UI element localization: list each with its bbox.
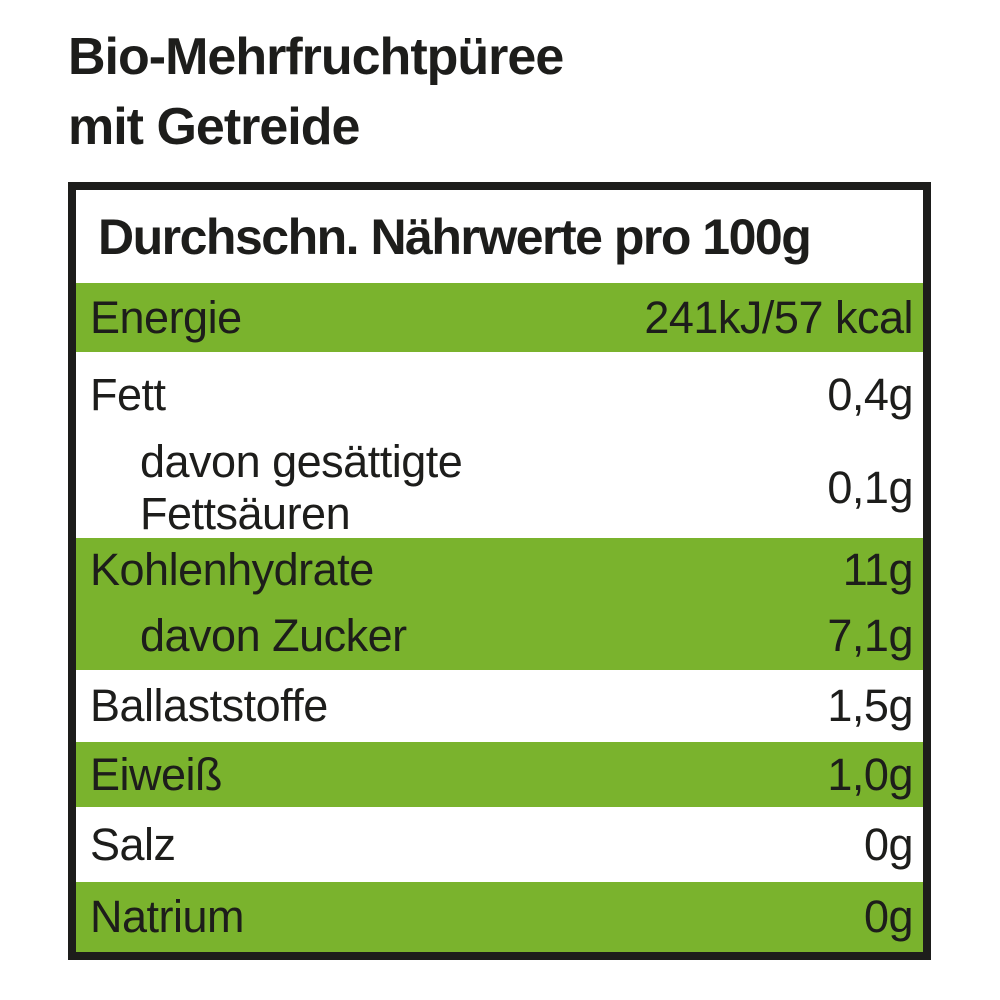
row-label: davon Zucker [140,610,407,661]
row-value: 1,5g [827,680,913,731]
table-row-davon-zucker: davon Zucker 7,1g [76,602,923,670]
row-value: 7,1g [827,610,913,661]
row-label-line-2: Fettsäuren [140,487,351,539]
row-label: Fett [90,368,166,420]
table-row-energie: Energie 241kJ/57 kcal [76,283,923,352]
table-row-natrium: Natrium 0g [76,882,923,952]
table-row-salz: Salz 0g [76,807,923,882]
row-value: 0g [863,818,914,870]
row-label: Eiweiß [90,748,223,800]
row-value: 0,1g [827,461,913,513]
row-label: Kohlenhydrate [90,544,374,595]
table-row-fett: Fett 0,4g [76,352,923,437]
page-title-line-1: Bio-Mehrfruchtpüree [68,28,564,86]
row-label: Salz [90,818,176,870]
row-value: 0,4g [827,368,913,420]
page-title-line-2: mit Getreide [68,98,360,156]
row-value: 11g [842,544,914,595]
table-row-eiweiss: Eiweiß 1,0g [76,742,923,807]
row-value: 1,0g [827,748,913,800]
row-label: Ballaststoffe [90,680,328,731]
table-row-gesaettigte-fettsaeuren: davon gesättigte Fettsäuren 0,1g [76,435,923,540]
row-label: Natrium [90,891,245,942]
row-value: 0g [863,891,914,942]
table-header: Durchschn. Nährwerte pro 100g [76,190,923,283]
table-row-ballaststoffe: Ballaststoffe 1,5g [76,670,923,742]
row-label-line-1: davon gesättigte [140,435,463,487]
row-label: davon gesättigte Fettsäuren [90,435,463,540]
table-row-kohlenhydrate: Kohlenhydrate 11g [76,538,923,602]
page-title: Bio-Mehrfruchtpüree mit Getreide [68,22,564,162]
nutrition-table: Durchschn. Nährwerte pro 100g Energie 24… [68,182,931,960]
row-value: 241kJ/57 kcal [644,291,913,343]
row-label: Energie [90,291,242,343]
